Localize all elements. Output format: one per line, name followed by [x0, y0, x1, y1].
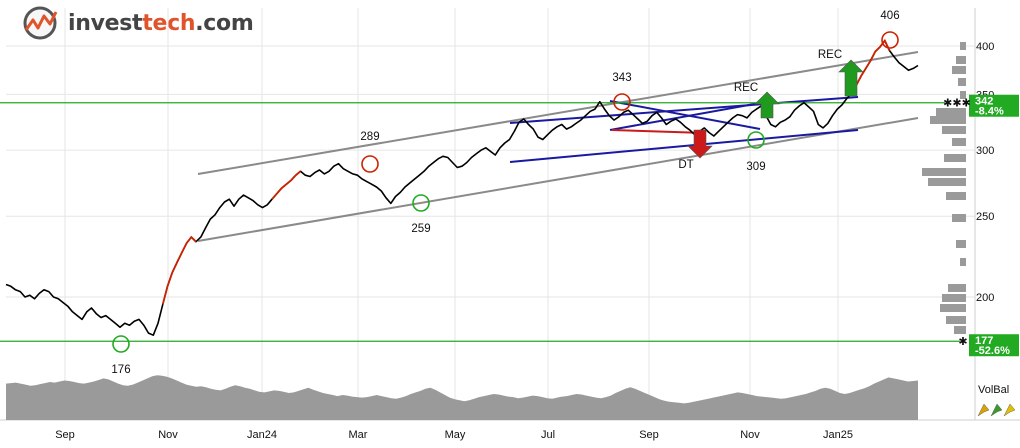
resistance-stars: ✱✱✱ — [943, 98, 971, 110]
volume-histogram-bar — [928, 178, 966, 186]
chart-annotation: REC — [818, 49, 842, 61]
indicator-arrow-icon — [977, 403, 990, 417]
volume-histogram-bar — [946, 192, 966, 200]
x-tick-label: Sep — [639, 429, 659, 441]
support-level-badge — [969, 334, 1019, 357]
pattern-line — [509, 129, 859, 163]
turning-point-marker — [361, 155, 379, 173]
x-tick-label: Jan24 — [247, 429, 277, 441]
turning-point-marker — [112, 335, 130, 353]
volume-histogram-bar — [960, 42, 966, 50]
volume-histogram-bar — [956, 56, 966, 64]
x-tick-label: Mar — [349, 429, 368, 441]
y-tick-label: 400 — [976, 41, 994, 53]
volume-histogram-bar — [930, 116, 966, 124]
volume-histogram-bar — [960, 258, 966, 266]
buy-signal-arrow — [838, 59, 864, 97]
turning-point-marker — [881, 31, 899, 49]
trend-channel-lower — [197, 117, 919, 242]
buy-signal-arrow — [754, 91, 780, 119]
resistance-level-value: 342 — [975, 96, 993, 108]
turning-point-marker — [747, 131, 765, 149]
x-tick-label: Nov — [158, 429, 178, 441]
volume-histogram-bar — [952, 138, 966, 146]
volume-histogram-bar — [946, 316, 966, 324]
chart-annotation: REC — [734, 82, 758, 94]
brand-name: investtech.com — [68, 11, 254, 36]
logo-icon — [23, 6, 58, 40]
volume-histogram-bar — [948, 284, 966, 292]
chart-annotation: 406 — [880, 10, 899, 22]
pattern-line — [609, 100, 761, 130]
chart-annotation: 289 — [360, 131, 379, 143]
indicator-label: VolBal — [978, 384, 1009, 396]
indicator-arrow-icon — [1003, 403, 1016, 417]
chart-annotation: 309 — [746, 161, 765, 173]
brand-logo: investtech.com — [22, 6, 254, 42]
volume-histogram-bar — [956, 240, 966, 248]
support-level-value: 177 — [975, 335, 993, 347]
support-star: ✱ — [958, 336, 967, 348]
turning-point-marker — [613, 93, 631, 111]
volume-histogram-bar — [958, 78, 966, 86]
volume-area — [6, 375, 918, 420]
volume-histogram-bar — [942, 126, 966, 134]
volume-histogram-bar — [952, 214, 966, 222]
volume-histogram-bar — [940, 304, 966, 312]
y-tick-label: 250 — [976, 211, 994, 223]
breakdown-line — [611, 129, 706, 134]
pattern-line — [509, 96, 859, 124]
volume-histogram-bar — [936, 108, 966, 116]
chart-annotation: 343 — [612, 72, 631, 84]
price-line-up-segment — [161, 235, 197, 305]
chart-annotation: 259 — [411, 223, 430, 235]
volume-histogram-bar — [960, 91, 966, 99]
resistance-level-change: -8.4% — [975, 106, 1004, 118]
pattern-line — [609, 102, 761, 131]
volume-histogram-bar — [942, 294, 966, 302]
chart-annotation: DT — [678, 159, 693, 171]
sell-signal-arrow — [687, 129, 713, 159]
price-line — [5, 39, 919, 336]
x-tick-label: Jul — [541, 429, 555, 441]
resistance-level-badge — [969, 94, 1019, 117]
turning-point-marker — [412, 194, 430, 212]
x-tick-label: Jan25 — [823, 429, 853, 441]
price-line-up-segment — [271, 170, 302, 200]
chart-annotation: 176 — [111, 364, 130, 376]
y-tick-label: 300 — [976, 145, 994, 157]
x-tick-label: May — [445, 429, 466, 441]
volume-histogram-bar — [944, 154, 966, 162]
volume-histogram-bar — [922, 168, 966, 176]
volume-histogram-bar — [954, 326, 966, 334]
y-tick-label: 200 — [976, 292, 994, 304]
volume-histogram-bar — [952, 66, 966, 74]
indicator-arrow-icon — [990, 403, 1003, 417]
x-tick-label: Nov — [740, 429, 760, 441]
trend-channel-upper — [197, 51, 919, 175]
support-level-change: -52.6% — [975, 345, 1010, 357]
x-tick-label: Sep — [55, 429, 75, 441]
